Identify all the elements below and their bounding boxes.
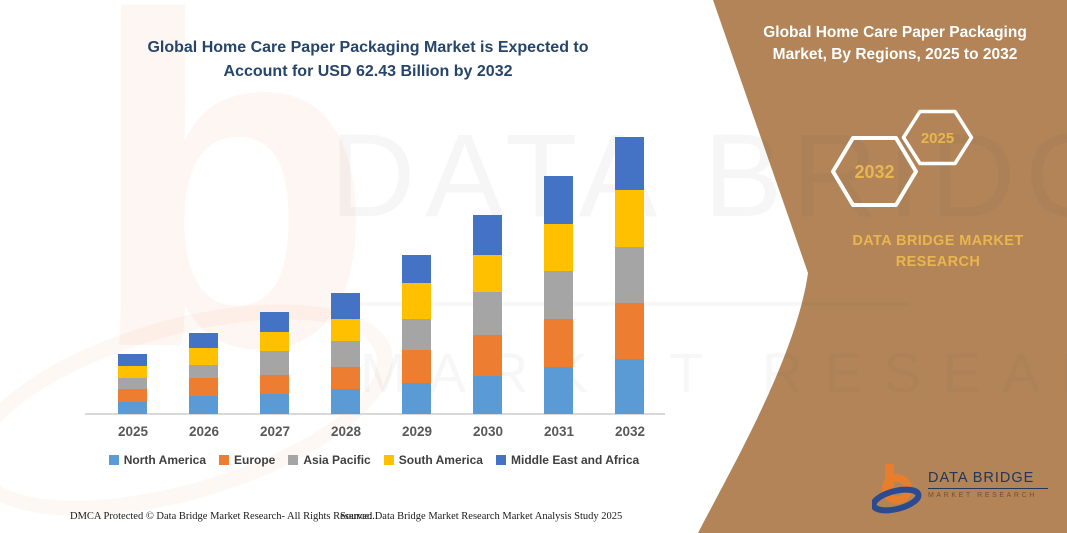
- bar-segment-europe-2027: [260, 374, 289, 394]
- bar-2026: [189, 332, 218, 414]
- bar-2032: [615, 137, 644, 414]
- bar-segment-south-america-2031: [544, 223, 573, 272]
- x-label-2032: 2032: [614, 424, 646, 439]
- bar-segment-north-america-2031: [544, 366, 573, 414]
- x-label-2029: 2029: [401, 424, 433, 439]
- hexagon-badges: 2032 2025: [831, 109, 974, 207]
- footer-dmca-text: DMCA Protected © Data Bridge Market Rese…: [70, 511, 375, 522]
- logo-b-icon: [872, 464, 922, 514]
- bar-segment-north-america-2030: [473, 375, 502, 414]
- bar-segment-europe-2029: [402, 349, 431, 383]
- bar-segment-north-america-2025: [118, 401, 147, 414]
- bar-segment-asia-pacific-2026: [189, 364, 218, 378]
- bar-segment-asia-pacific-2025: [118, 377, 147, 390]
- x-axis-labels: 2025 2026 2027 2028 2029 2030 2031 2032: [85, 424, 665, 444]
- legend-label-europe: Europe: [234, 453, 276, 467]
- bar-segment-south-america-2026: [189, 348, 218, 365]
- legend-swatch-south-america: [383, 455, 394, 465]
- legend: North America Europe Asia Pacific South Ame…: [78, 453, 670, 467]
- chart-title-line1: Global Home Care Paper Packaging Market …: [147, 39, 589, 56]
- legend-label-south-america: South America: [398, 453, 483, 467]
- bar-segment-asia-pacific-2030: [473, 291, 502, 336]
- logo-name: DATA BRIDGE: [928, 470, 1048, 489]
- x-label-2026: 2026: [188, 424, 220, 439]
- bar-segment-middle-east-and-africa-2028: [331, 293, 360, 319]
- chart-title-line2: Account for USD 62.43 Billion by 2032: [223, 63, 513, 80]
- legend-item-south-america: South America: [383, 453, 483, 467]
- bar-2025: [118, 353, 147, 414]
- footer-source-text: Source: Data Bridge Market Research Mark…: [340, 511, 623, 522]
- chart-title: Global Home Care Paper Packaging Market …: [103, 36, 633, 84]
- legend-item-europe: Europe: [219, 453, 275, 467]
- bar-segment-south-america-2027: [260, 331, 289, 352]
- bar-2031: [544, 175, 573, 414]
- bar-segment-asia-pacific-2028: [331, 341, 360, 367]
- bar-segment-asia-pacific-2032: [615, 246, 644, 303]
- bar-segment-asia-pacific-2029: [402, 319, 431, 350]
- bar-segment-europe-2028: [331, 366, 360, 390]
- plot-area: [85, 128, 665, 415]
- bar-segment-middle-east-and-africa-2025: [118, 353, 147, 366]
- bar-segment-europe-2032: [615, 302, 644, 359]
- bar-segment-north-america-2028: [331, 389, 360, 414]
- bar-segment-europe-2026: [189, 377, 218, 396]
- legend-swatch-europe: [219, 455, 230, 465]
- bar-segment-south-america-2030: [473, 255, 502, 292]
- bar-segment-asia-pacific-2027: [260, 351, 289, 375]
- bar-2029: [402, 255, 431, 414]
- hexagon-large: [831, 136, 918, 207]
- legend-label-middle-east-and-africa: Middle East and Africa: [510, 453, 640, 467]
- bar-segment-south-america-2032: [615, 190, 644, 247]
- logo-subtitle: MARKET RESEARCH: [928, 492, 1037, 499]
- x-label-2031: 2031: [543, 424, 575, 439]
- bar-segment-north-america-2027: [260, 394, 289, 414]
- brand-text-line1: DATA BRIDGE MARKET: [852, 233, 1024, 249]
- bar-2027: [260, 311, 289, 414]
- bar-2028: [331, 293, 360, 414]
- legend-label-north-america: North America: [123, 453, 207, 467]
- hexagon-large-label: 2032: [854, 162, 894, 182]
- x-label-2030: 2030: [472, 424, 504, 439]
- legend-label-asia-pacific: Asia Pacific: [303, 453, 371, 467]
- bar-segment-north-america-2032: [615, 358, 644, 414]
- panel-title: Global Home Care Paper Packaging Market,…: [745, 22, 1045, 66]
- bar-segment-middle-east-and-africa-2032: [615, 137, 644, 191]
- hexagon-small: [901, 109, 974, 166]
- bar-segment-middle-east-and-africa-2031: [544, 175, 573, 224]
- hexagon-small-label: 2025: [921, 130, 954, 147]
- legend-swatch-middle-east-and-africa: [495, 455, 506, 465]
- bar-segment-europe-2025: [118, 389, 147, 402]
- x-label-2027: 2027: [259, 424, 291, 439]
- x-label-2028: 2028: [330, 424, 362, 439]
- bar-segment-europe-2030: [473, 335, 502, 376]
- bar-segment-middle-east-and-africa-2029: [402, 255, 431, 284]
- bar-segment-middle-east-and-africa-2026: [189, 332, 218, 349]
- panel-title-line1: Global Home Care Paper Packaging: [763, 24, 1027, 41]
- brand-text-line2: RESEARCH: [895, 254, 981, 270]
- bar-segment-asia-pacific-2031: [544, 271, 573, 320]
- bar-2030: [473, 215, 502, 414]
- bar-segment-south-america-2025: [118, 365, 147, 378]
- bar-segment-south-america-2029: [402, 283, 431, 320]
- x-label-2025: 2025: [117, 424, 149, 439]
- company-logo: DATA BRIDGE MARKET RESEARCH: [872, 461, 1052, 519]
- bar-segment-north-america-2029: [402, 382, 431, 414]
- panel-title-line2: Market, By Regions, 2025 to 2032: [772, 46, 1018, 63]
- legend-item-asia-pacific: Asia Pacific: [288, 453, 371, 467]
- bar-segment-south-america-2028: [331, 318, 360, 342]
- bar-segment-europe-2031: [544, 319, 573, 367]
- brand-text: DATA BRIDGE MARKET RESEARCH: [800, 231, 1067, 273]
- legend-swatch-north-america: [108, 455, 119, 465]
- legend-item-north-america: North America: [108, 453, 207, 467]
- legend-swatch-asia-pacific: [288, 455, 299, 465]
- bar-segment-middle-east-and-africa-2030: [473, 215, 502, 256]
- bar-segment-middle-east-and-africa-2027: [260, 311, 289, 332]
- bar-segment-north-america-2026: [189, 395, 218, 414]
- legend-item-middle-east-and-africa: Middle East and Africa: [495, 453, 640, 467]
